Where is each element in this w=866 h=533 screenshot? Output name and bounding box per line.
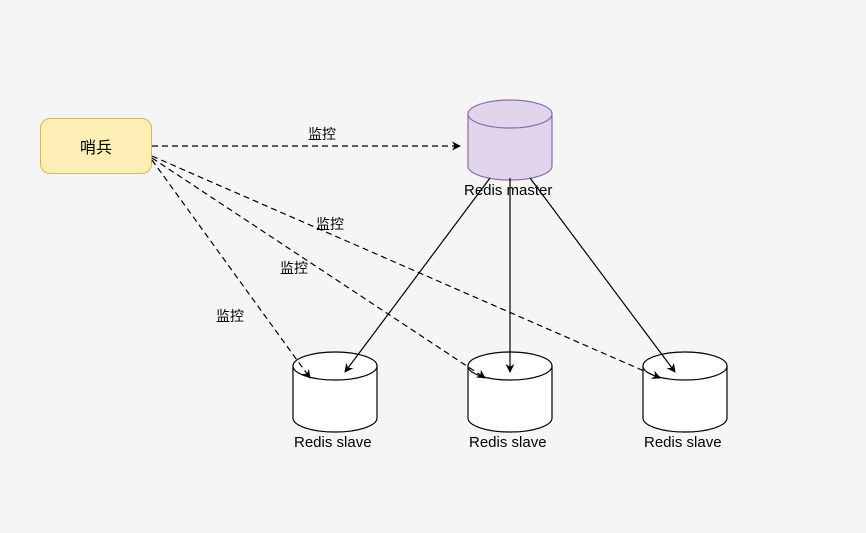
sentinel-label: 哨兵: [80, 134, 112, 158]
edge-label-sentinel-slave1: 监控: [216, 306, 244, 326]
diagram-svg: [0, 0, 866, 533]
edge-label-sentinel-slave3: 监控: [316, 214, 344, 234]
slave1-label: Redis slave: [294, 434, 372, 451]
slave3-label: Redis slave: [644, 434, 722, 451]
slave2-label: Redis slave: [469, 434, 547, 451]
diagram-canvas: 哨兵 Redis master Redis slave Redis slave …: [0, 0, 866, 533]
edge-label-sentinel-master: 监控: [308, 124, 336, 144]
sentinel-node: 哨兵: [40, 118, 152, 174]
edge-label-sentinel-slave2: 监控: [280, 258, 308, 278]
master-label: Redis master: [464, 182, 552, 199]
